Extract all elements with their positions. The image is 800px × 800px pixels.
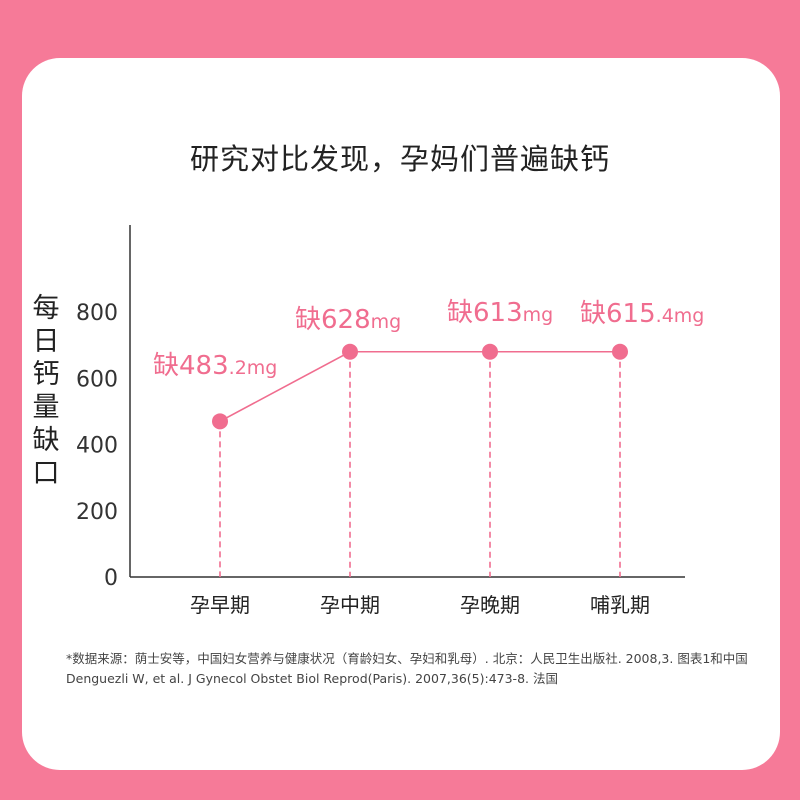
footnote-line-2: Denguezli W, et al. J Gynecol Obstet Bio…	[66, 671, 558, 686]
y-tick-label: 800	[76, 301, 118, 326]
series-line	[219, 350, 620, 423]
y-axis-label-char: 口	[32, 458, 60, 489]
data-point	[482, 343, 498, 360]
y-tick-label: 0	[104, 566, 118, 591]
y-axis-label-char: 缺	[32, 425, 60, 456]
y-axis-label-char: 每	[32, 293, 60, 324]
data-label: 缺483.2mg	[153, 351, 277, 381]
y-tick-label: 200	[76, 500, 118, 525]
data-point	[212, 413, 228, 430]
data-label: 缺613mg	[447, 298, 553, 328]
x-tick-label: 孕中期	[320, 593, 380, 617]
page-title: 研究对比发现，孕妈们普遍缺钙	[189, 142, 610, 176]
content-card	[22, 58, 780, 770]
x-tick-label: 哺乳期	[590, 593, 650, 617]
y-axis-label-char: 量	[32, 392, 60, 423]
data-label: 缺628mg	[295, 305, 401, 335]
source-footnote: *数据来源：荫士安等，中国妇女营养与健康状况（育龄妇女、孕妇和乳母）. 北京：人…	[66, 649, 766, 689]
y-tick-label: 600	[76, 367, 118, 392]
x-tick-label: 孕晚期	[460, 593, 520, 617]
y-axis-label: 每 日 钙 量 缺 口	[26, 292, 66, 490]
y-axis-label-char: 钙	[32, 359, 60, 390]
data-point	[342, 343, 358, 360]
data-label: 缺615.4mg	[580, 299, 704, 329]
data-point	[612, 343, 628, 360]
y-axis-label-char: 日	[32, 326, 60, 357]
footnote-line-1: *数据来源：荫士安等，中国妇女营养与健康状况（育龄妇女、孕妇和乳母）. 北京：人…	[66, 651, 748, 666]
x-tick-label: 孕早期	[190, 593, 250, 617]
y-tick-label: 400	[76, 434, 118, 459]
